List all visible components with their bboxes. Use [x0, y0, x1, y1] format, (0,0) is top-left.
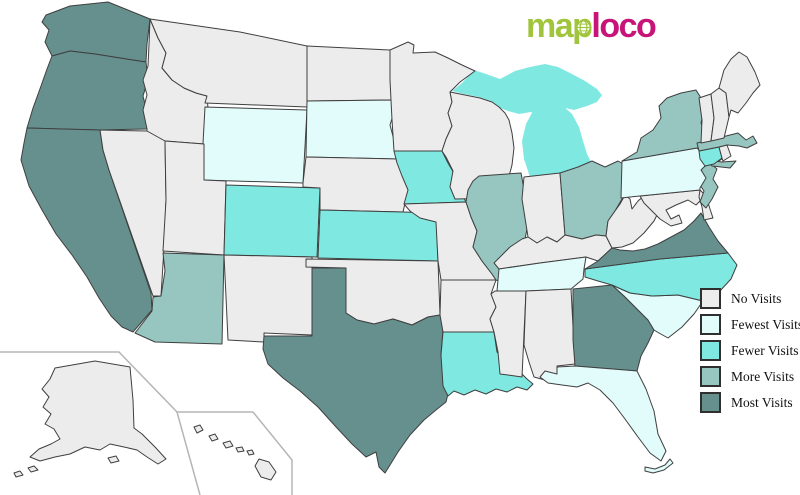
- legend-row-fewer: Fewer Visits: [700, 340, 800, 361]
- globe-icon: [576, 20, 591, 35]
- legend-swatch-fewest: [700, 314, 721, 335]
- state-wa: Washington — Most Visits: [41, 1, 151, 63]
- legend-label-fewest: Fewest Visits: [731, 316, 800, 332]
- alaska-inset-border: [0, 351, 201, 495]
- legend-label-fewer: Fewer Visits: [731, 342, 799, 358]
- state-va: Virginia — Most Visits: [584, 212, 729, 270]
- legend-row-most: Most Visits: [700, 392, 800, 413]
- state-ms: Mississippi — No Visits: [489, 290, 527, 378]
- legend-label-most: Most Visits: [731, 394, 793, 410]
- state-nd: North Dakota — No Visits: [306, 45, 393, 102]
- legend-row-fewest: Fewest Visits: [700, 314, 800, 335]
- visits-legend: No Visits Fewest Visits Fewer Visits More V…: [700, 288, 800, 419]
- state-nm: New Mexico — No Visits: [223, 254, 313, 343]
- legend-label-more: More Visits: [731, 368, 795, 384]
- state-ma: Massachusetts — More Visits: [696, 132, 758, 152]
- legend-swatch-most: [700, 392, 721, 413]
- legend-row-more: More Visits: [700, 366, 800, 387]
- legend-swatch-no-visits: [700, 288, 721, 309]
- state-az: Arizona — More Visits: [134, 252, 225, 345]
- state-tx: Texas — Most Visits: [262, 267, 449, 474]
- hawaii-inset-border: [177, 411, 293, 495]
- state-mi: Michigan — Fewer Visits: [452, 64, 602, 182]
- legend-swatch-fewer: [700, 340, 721, 361]
- state-ak: Alaska — No Visits: [13, 360, 167, 478]
- state-nc: North Carolina — Fewer Visits: [584, 252, 738, 302]
- legend-swatch-more: [700, 366, 721, 387]
- state-in: Indiana — No Visits: [521, 172, 566, 244]
- logo-text-loco: loco: [591, 7, 656, 45]
- state-sd: South Dakota — Fewest Visits: [305, 99, 399, 160]
- state-me: Maine — No Visits: [718, 51, 761, 118]
- legend-label-no-visits: No Visits: [731, 290, 782, 306]
- state-wy: Wyoming — Fewest Visits: [200, 106, 308, 184]
- state-or: Oregon — Most Visits: [26, 50, 149, 131]
- maploco-logo[interactable]: maploco: [526, 4, 657, 48]
- state-nv: Nevada — No Visits: [99, 129, 167, 297]
- legend-row-no-visits: No Visits: [700, 288, 800, 309]
- state-ar: Arkansas — No Visits: [439, 279, 497, 333]
- state-fl: Florida — Fewest Visits: [539, 365, 674, 474]
- state-hi: Hawaii — No Visits: [193, 424, 277, 481]
- state-co: Colorado — Fewer Visits: [223, 184, 321, 258]
